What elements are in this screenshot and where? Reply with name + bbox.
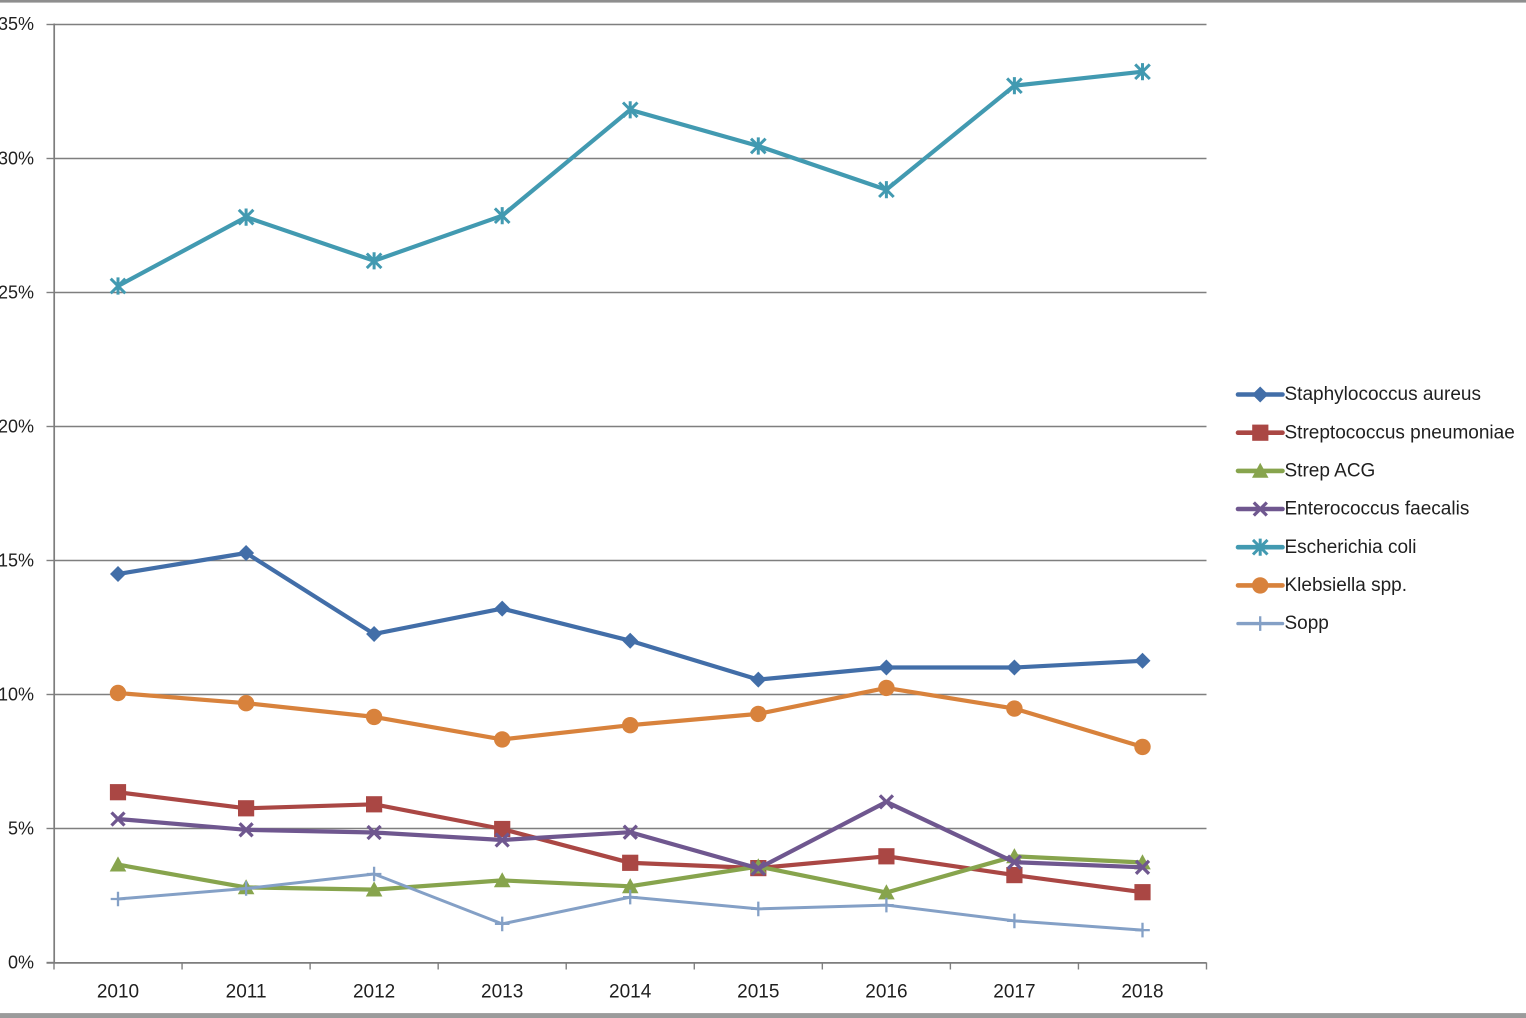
svg-text:5%: 5% <box>8 819 34 839</box>
svg-text:20%: 20% <box>0 416 34 436</box>
svg-text:2017: 2017 <box>993 982 1035 1003</box>
svg-text:Strep ACG: Strep ACG <box>1285 461 1376 482</box>
svg-text:Escherichia coli: Escherichia coli <box>1285 537 1417 558</box>
svg-text:2010: 2010 <box>97 982 139 1003</box>
svg-text:2015: 2015 <box>737 982 779 1003</box>
svg-text:25%: 25% <box>0 282 34 302</box>
svg-text:Enterococcus faecalis: Enterococcus faecalis <box>1285 499 1470 520</box>
svg-text:35%: 35% <box>0 14 34 34</box>
svg-text:Staphylococcus aureus: Staphylococcus aureus <box>1285 384 1481 405</box>
svg-text:2013: 2013 <box>481 982 523 1003</box>
svg-text:15%: 15% <box>0 551 34 571</box>
svg-text:10%: 10% <box>0 685 34 705</box>
svg-text:2016: 2016 <box>865 982 907 1003</box>
svg-text:2014: 2014 <box>609 982 652 1003</box>
svg-text:30%: 30% <box>0 148 34 168</box>
svg-text:0%: 0% <box>8 953 34 973</box>
svg-text:2018: 2018 <box>1121 982 1163 1003</box>
svg-text:2011: 2011 <box>226 982 267 1003</box>
svg-text:2012: 2012 <box>353 982 395 1003</box>
svg-text:Streptococcus pneumoniae: Streptococcus pneumoniae <box>1285 422 1515 443</box>
svg-text:Klebsiella spp.: Klebsiella spp. <box>1285 575 1408 596</box>
svg-text:Sopp: Sopp <box>1285 613 1329 634</box>
